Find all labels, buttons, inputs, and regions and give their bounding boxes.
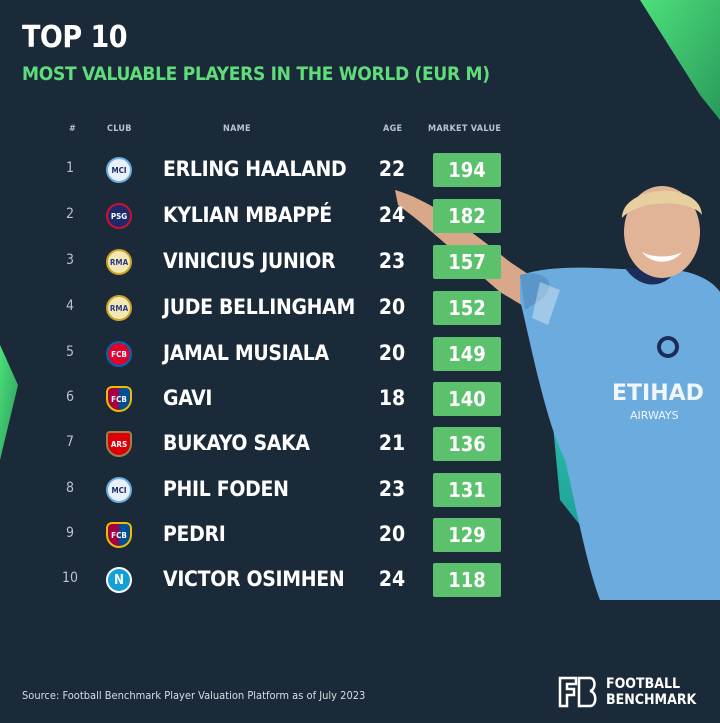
player-name: JUDE BELLINGHAM [163, 295, 355, 319]
player-age: 24 [378, 567, 406, 591]
table-row: 5 FCB JAMAL MUSIALA 20 149 [0, 332, 720, 378]
table-row: 3 RMA VINICIUS JUNIOR 23 157 [0, 240, 720, 286]
brand-line-1: FOOTBALL [606, 676, 681, 692]
rank-number: 2 [65, 206, 74, 222]
player-name: BUKAYO SAKA [163, 431, 310, 455]
header-age: AGE [383, 124, 403, 134]
club-crest-icon: FCB [106, 386, 132, 412]
svg-text:ETIHAD: ETIHAD [612, 381, 704, 406]
svg-text:AIRWAYS: AIRWAYS [630, 409, 679, 422]
market-value: 136 [433, 427, 501, 461]
player-name: ERLING HAALAND [163, 157, 347, 181]
player-name: GAVI [163, 386, 213, 410]
brand-name: FOOTBALL BENCHMARK [606, 676, 696, 708]
market-value: 118 [433, 563, 501, 597]
club-crest-icon: FCB [106, 522, 132, 548]
player-name: VINICIUS JUNIOR [163, 249, 336, 273]
header-name: NAME [223, 124, 251, 134]
market-value: 182 [433, 199, 501, 233]
rank-number: 9 [65, 525, 74, 541]
rank-number: 8 [65, 480, 74, 496]
table-row: 9 FCB PEDRI 20 129 [0, 513, 720, 559]
rank-number: 6 [65, 389, 74, 405]
page-subtitle: MOST VALUABLE PLAYERS IN THE WORLD (EUR … [22, 63, 490, 85]
table-row: 6 FCB GAVI 18 140 [0, 377, 720, 423]
rank-number: 5 [65, 344, 74, 360]
club-crest-icon: RMA [106, 249, 132, 275]
player-age: 22 [378, 157, 406, 181]
player-age: 24 [378, 203, 406, 227]
market-value: 129 [433, 518, 501, 552]
market-value: 152 [433, 291, 501, 325]
market-value: 140 [433, 382, 501, 416]
player-name: PEDRI [163, 522, 226, 546]
player-age: 21 [378, 431, 406, 455]
brand-line-2: BENCHMARK [606, 692, 697, 708]
table-row: 10 N VICTOR OSIMHEN 24 118 [0, 558, 720, 604]
market-value: 131 [433, 473, 501, 507]
player-age: 20 [378, 341, 406, 365]
player-age: 23 [378, 249, 406, 273]
club-crest-icon: MCI [106, 477, 132, 503]
table-row: 2 PSG KYLIAN MBAPPÉ 24 182 [0, 194, 720, 240]
rank-number: 3 [65, 252, 74, 268]
table-row: 7 ARS BUKAYO SAKA 21 136 [0, 422, 720, 468]
market-value: 194 [433, 153, 501, 187]
player-age: 20 [378, 522, 406, 546]
player-name: VICTOR OSIMHEN [163, 567, 345, 591]
player-name: PHIL FODEN [163, 477, 289, 501]
market-value: 157 [433, 245, 501, 279]
player-name: JAMAL MUSIALA [163, 341, 329, 365]
club-crest-icon: RMA [106, 295, 132, 321]
club-crest-icon: FCB [106, 341, 132, 367]
player-age: 20 [378, 295, 406, 319]
rank-number: 4 [65, 298, 74, 314]
green-shard-top [640, 0, 720, 120]
header-rank: # [69, 124, 77, 134]
header-club: CLUB [107, 124, 132, 134]
table-row: 1 MCI ERLING HAALAND 22 194 [0, 148, 720, 194]
club-crest-icon: ARS [106, 431, 132, 457]
club-crest-icon: PSG [106, 203, 132, 229]
rank-number: 1 [65, 160, 74, 176]
table-row: 8 MCI PHIL FODEN 23 131 [0, 468, 720, 514]
market-value: 149 [433, 337, 501, 371]
header-market-value: MARKET VALUE [428, 124, 502, 134]
player-age: 18 [378, 386, 406, 410]
rank-number: 10 [61, 570, 79, 586]
source-note: Source: Football Benchmark Player Valuat… [22, 689, 366, 702]
page-title: TOP 10 [22, 20, 128, 55]
green-shard-left [0, 345, 18, 460]
rank-number: 7 [65, 434, 74, 450]
club-crest-icon: N [106, 567, 132, 593]
player-age: 23 [378, 477, 406, 501]
club-crest-icon: MCI [106, 157, 132, 183]
table-row: 4 RMA JUDE BELLINGHAM 20 152 [0, 286, 720, 332]
fb-logo-icon [558, 676, 597, 708]
player-name: KYLIAN MBAPPÉ [163, 203, 332, 227]
